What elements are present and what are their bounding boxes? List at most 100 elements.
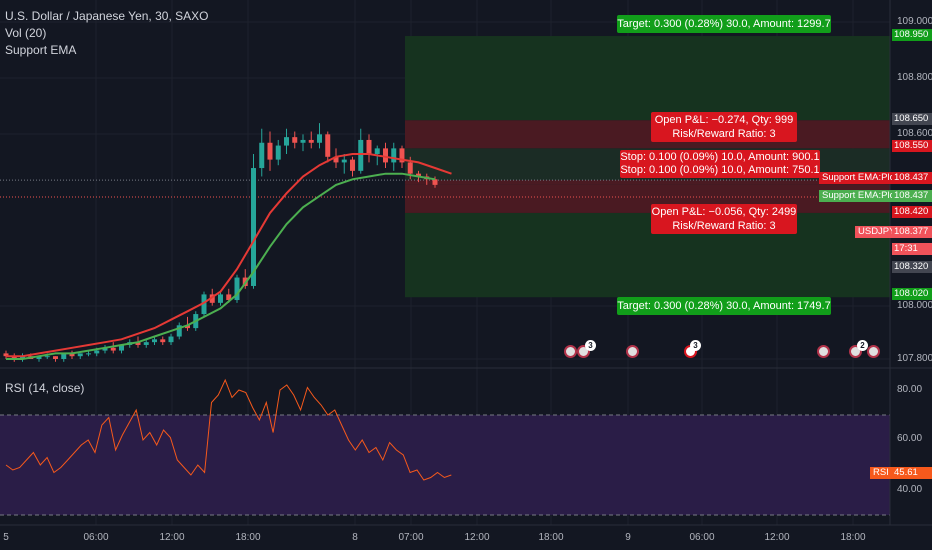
- rsi-tick: 80.00: [897, 384, 923, 395]
- candle-body: [135, 342, 141, 345]
- candle-body: [176, 325, 182, 337]
- stop-zone-bottom: [405, 184, 890, 213]
- candle-body: [275, 145, 281, 160]
- pnl-top-line2: Risk/Reward Ratio: 3: [672, 128, 776, 140]
- rsi-value: 45.61: [892, 467, 932, 479]
- time-tick: 5: [3, 532, 9, 543]
- countdown-label: 17:31: [892, 243, 932, 255]
- price-tick: 109.000: [897, 16, 932, 27]
- pnl-top-line1: Open P&L: −0.274, Qty: 999: [654, 114, 794, 126]
- ema-plot-value-green: 108.437: [892, 190, 932, 202]
- event-flag-icon[interactable]: [817, 345, 830, 358]
- event-count-badge: 2: [857, 340, 868, 351]
- stop-labels[interactable]: Stop: 0.100 (0.09%) 10.0, Amount: 900.1 …: [620, 150, 820, 178]
- target-bottom-price: 108.020: [892, 288, 932, 300]
- candle-body: [218, 294, 223, 303]
- stop-line2: Stop: 0.100 (0.09%) 10.0, Amount: 750.1: [620, 164, 820, 176]
- candle-body: [209, 294, 215, 303]
- time-tick: 07:00: [398, 532, 424, 543]
- candle-body: [53, 356, 58, 359]
- last-price-label: 108.377: [892, 226, 932, 238]
- candle-body: [234, 277, 240, 301]
- target-zone-bottom: [405, 212, 890, 298]
- candle-body: [152, 339, 157, 343]
- candle-body: [20, 356, 25, 359]
- candle-body: [407, 162, 413, 174]
- rsi-pane: [0, 367, 932, 516]
- candle-body: [383, 148, 388, 163]
- time-tick: 18:00: [235, 532, 261, 543]
- target-top-price: 108.950: [892, 29, 932, 41]
- candle-body: [102, 347, 108, 351]
- time-tick: 18:00: [840, 532, 866, 543]
- time-tick: 18:00: [538, 532, 564, 543]
- candle-body: [110, 347, 116, 351]
- pnl-bottom-label[interactable]: Open P&L: −0.056, Qty: 2499 Risk/Reward …: [651, 204, 797, 234]
- time-tick: 9: [625, 532, 631, 543]
- pnl-bottom-line1: Open P&L: −0.056, Qty: 2499: [651, 206, 797, 218]
- price-tick: 107.800: [897, 353, 932, 364]
- candle-body: [259, 142, 265, 169]
- candle-body: [119, 344, 124, 351]
- candle-body: [86, 353, 91, 355]
- ema-green-line: [6, 172, 436, 360]
- candle-body: [317, 134, 322, 143]
- candle-body: [284, 137, 289, 146]
- candle-body: [11, 356, 17, 359]
- time-tick: 06:00: [689, 532, 715, 543]
- rsi-legend[interactable]: RSI (14, close): [5, 381, 85, 395]
- ema-lines: [6, 153, 452, 360]
- ema-legend[interactable]: Support EMA: [5, 43, 77, 57]
- candle-body: [94, 350, 100, 354]
- rsi-band: [0, 415, 890, 515]
- pnl-top-label[interactable]: Open P&L: −0.274, Qty: 999 Risk/Reward R…: [651, 112, 797, 142]
- candle-body: [36, 356, 42, 359]
- time-tick: 12:00: [159, 532, 185, 543]
- volume-legend[interactable]: Vol (20): [5, 26, 47, 40]
- pnl-bottom-line2: Risk/Reward Ratio: 3: [672, 220, 776, 232]
- time-tick: 06:00: [83, 532, 109, 543]
- candle-body: [333, 156, 339, 163]
- event-flag-icon[interactable]: [867, 345, 880, 358]
- ema-plot-value-red: 108.437: [892, 172, 932, 184]
- candle-body: [44, 356, 50, 358]
- rsi-line: [5, 378, 452, 481]
- target-top-label[interactable]: Target: 0.300 (0.28%) 30.0, Amount: 1299…: [617, 15, 831, 33]
- time-tick: 12:00: [764, 532, 790, 543]
- candle-body: [391, 148, 397, 163]
- price-label-108320: 108.320: [892, 261, 932, 273]
- ema-red-line: [6, 153, 452, 358]
- price-tick: 108.600: [897, 128, 932, 139]
- candle-body: [267, 142, 273, 160]
- candle-body: [432, 179, 438, 185]
- candle-body: [341, 159, 347, 163]
- stop-line1: Stop: 0.100 (0.09%) 10.0, Amount: 900.1: [620, 151, 820, 163]
- candle-body: [399, 148, 405, 163]
- stop-bottom-price: 108.420: [892, 206, 932, 218]
- symbol-tag: USDJPY: [855, 226, 899, 238]
- event-flag-icon[interactable]: [626, 345, 639, 358]
- symbol-legend[interactable]: U.S. Dollar / Japanese Yen, 30, SAXO: [5, 9, 209, 23]
- price-tick: 108.800: [897, 72, 932, 83]
- rsi-tick: 40.00: [897, 484, 923, 495]
- axis-lines: [0, 0, 932, 526]
- rsi-tick: 60.00: [897, 433, 923, 444]
- price-tick: 108.000: [897, 300, 932, 311]
- stop-top-price: 108.550: [892, 140, 932, 152]
- price-label-108650: 108.650: [892, 113, 932, 125]
- candle-body: [300, 139, 306, 143]
- stop-zone-mid: [405, 180, 890, 185]
- rsi-tag: RSI: [870, 467, 892, 479]
- candle-body: [292, 137, 298, 143]
- event-count-badge: 3: [585, 340, 596, 351]
- candle-body: [350, 159, 355, 171]
- event-flag-icon[interactable]: [564, 345, 577, 358]
- candle-body: [374, 148, 380, 154]
- event-count-badge: 3: [690, 340, 701, 351]
- candle-body: [416, 173, 421, 177]
- target-bottom-label[interactable]: Target: 0.300 (0.28%) 30.0, Amount: 1749…: [617, 297, 831, 315]
- time-tick: 8: [352, 532, 358, 543]
- candle-body: [201, 294, 207, 315]
- candle-body: [308, 139, 314, 143]
